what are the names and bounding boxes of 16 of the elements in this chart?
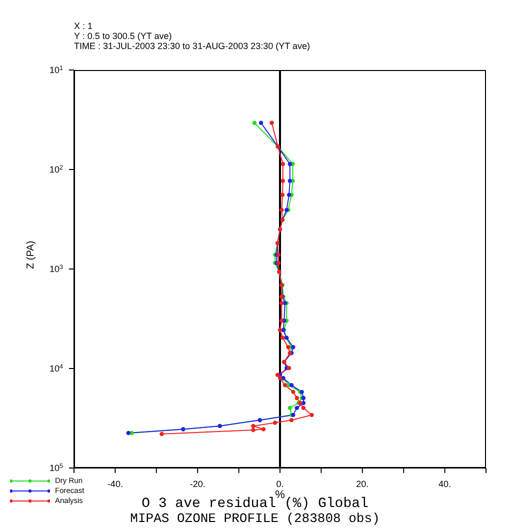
text: X : 1 xyxy=(74,21,94,31)
text: TIME : 31-JUL-2003 23:30 to 31-AUG-2003 23:30 (YT ave) xyxy=(74,41,310,51)
x-tick-label: 20. xyxy=(356,479,369,489)
x-tick-label: 0. xyxy=(276,479,284,489)
y-axis-title: Z (PA) xyxy=(26,240,37,269)
x-tick-label: 40. xyxy=(438,479,452,489)
x-tick-label: -20. xyxy=(190,479,206,489)
y-tick-label: 10$^{4}$ xyxy=(49,363,64,374)
x-tick-label: -40. xyxy=(107,479,123,489)
y-tick-label: 10$^{5}$ xyxy=(49,462,64,473)
y-tick-label: 10$^{2}$ xyxy=(49,164,64,174)
x-axis-title: % xyxy=(275,489,286,501)
text: MIPAS OZONE PROFILE (283808 obs) xyxy=(129,511,381,526)
text: Y : 0.5 to 300.5 (YT ave) xyxy=(74,31,173,41)
y-tick-label: 10$^{1}$ xyxy=(49,64,64,75)
y-tick-label: 10$^{3}$ xyxy=(49,264,64,274)
